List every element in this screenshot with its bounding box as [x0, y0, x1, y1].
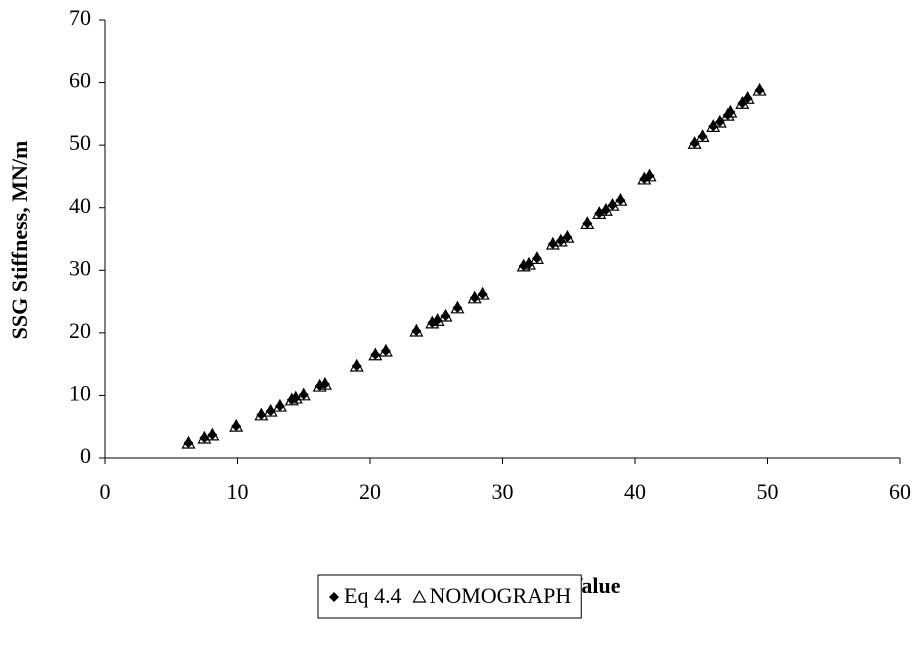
point	[720, 107, 735, 121]
point	[580, 216, 595, 229]
y-tick-label: 0	[80, 443, 91, 468]
point	[642, 168, 657, 182]
x-tick-label: 10	[227, 479, 249, 504]
point	[706, 119, 721, 132]
x-tick-label: 20	[359, 479, 381, 504]
point	[378, 343, 393, 357]
y-tick-label: 50	[69, 130, 91, 155]
x-tick-label: 50	[757, 479, 779, 504]
y-tick-label: 40	[69, 193, 91, 218]
point	[317, 376, 332, 390]
point	[349, 358, 364, 372]
y-tick-label: 10	[69, 380, 91, 405]
point	[450, 300, 465, 314]
point	[637, 171, 652, 185]
point	[425, 315, 440, 329]
point	[284, 392, 299, 406]
point	[531, 253, 542, 264]
legend-label: NOMOGRAPH	[429, 583, 571, 608]
y-axis-title: SSG Stiffness, MN/m	[7, 141, 32, 340]
legend-marker	[412, 589, 427, 603]
point	[229, 418, 244, 432]
point	[695, 129, 710, 142]
x-tick-label: 0	[100, 479, 111, 504]
point	[740, 90, 755, 104]
y-tick-label: 70	[69, 5, 91, 30]
point	[312, 378, 327, 392]
point	[752, 82, 767, 96]
point	[296, 387, 311, 401]
y-tick-label: 60	[69, 68, 91, 93]
point	[723, 104, 738, 118]
y-tick-label: 30	[69, 255, 91, 280]
point	[272, 398, 287, 412]
point	[205, 427, 220, 441]
legend-box	[317, 574, 582, 619]
point	[687, 136, 702, 149]
point	[181, 435, 196, 449]
x-tick-label: 60	[889, 479, 911, 504]
point	[475, 286, 490, 300]
legend-marker	[329, 592, 339, 602]
point	[529, 251, 544, 264]
point	[553, 233, 568, 247]
x-tick-label: 40	[624, 479, 646, 504]
point	[613, 192, 628, 206]
point	[592, 206, 607, 219]
point	[409, 323, 424, 337]
point	[368, 347, 383, 361]
legend-label: Eq 4.4	[344, 583, 401, 608]
x-tick-label: 30	[492, 479, 514, 504]
legend: Eq 4.4 NOMOGRAPH	[317, 574, 582, 619]
point	[516, 258, 531, 272]
point	[560, 229, 575, 243]
point	[254, 407, 269, 421]
point	[712, 114, 727, 128]
y-tick-label: 20	[69, 318, 91, 343]
point	[438, 308, 453, 322]
